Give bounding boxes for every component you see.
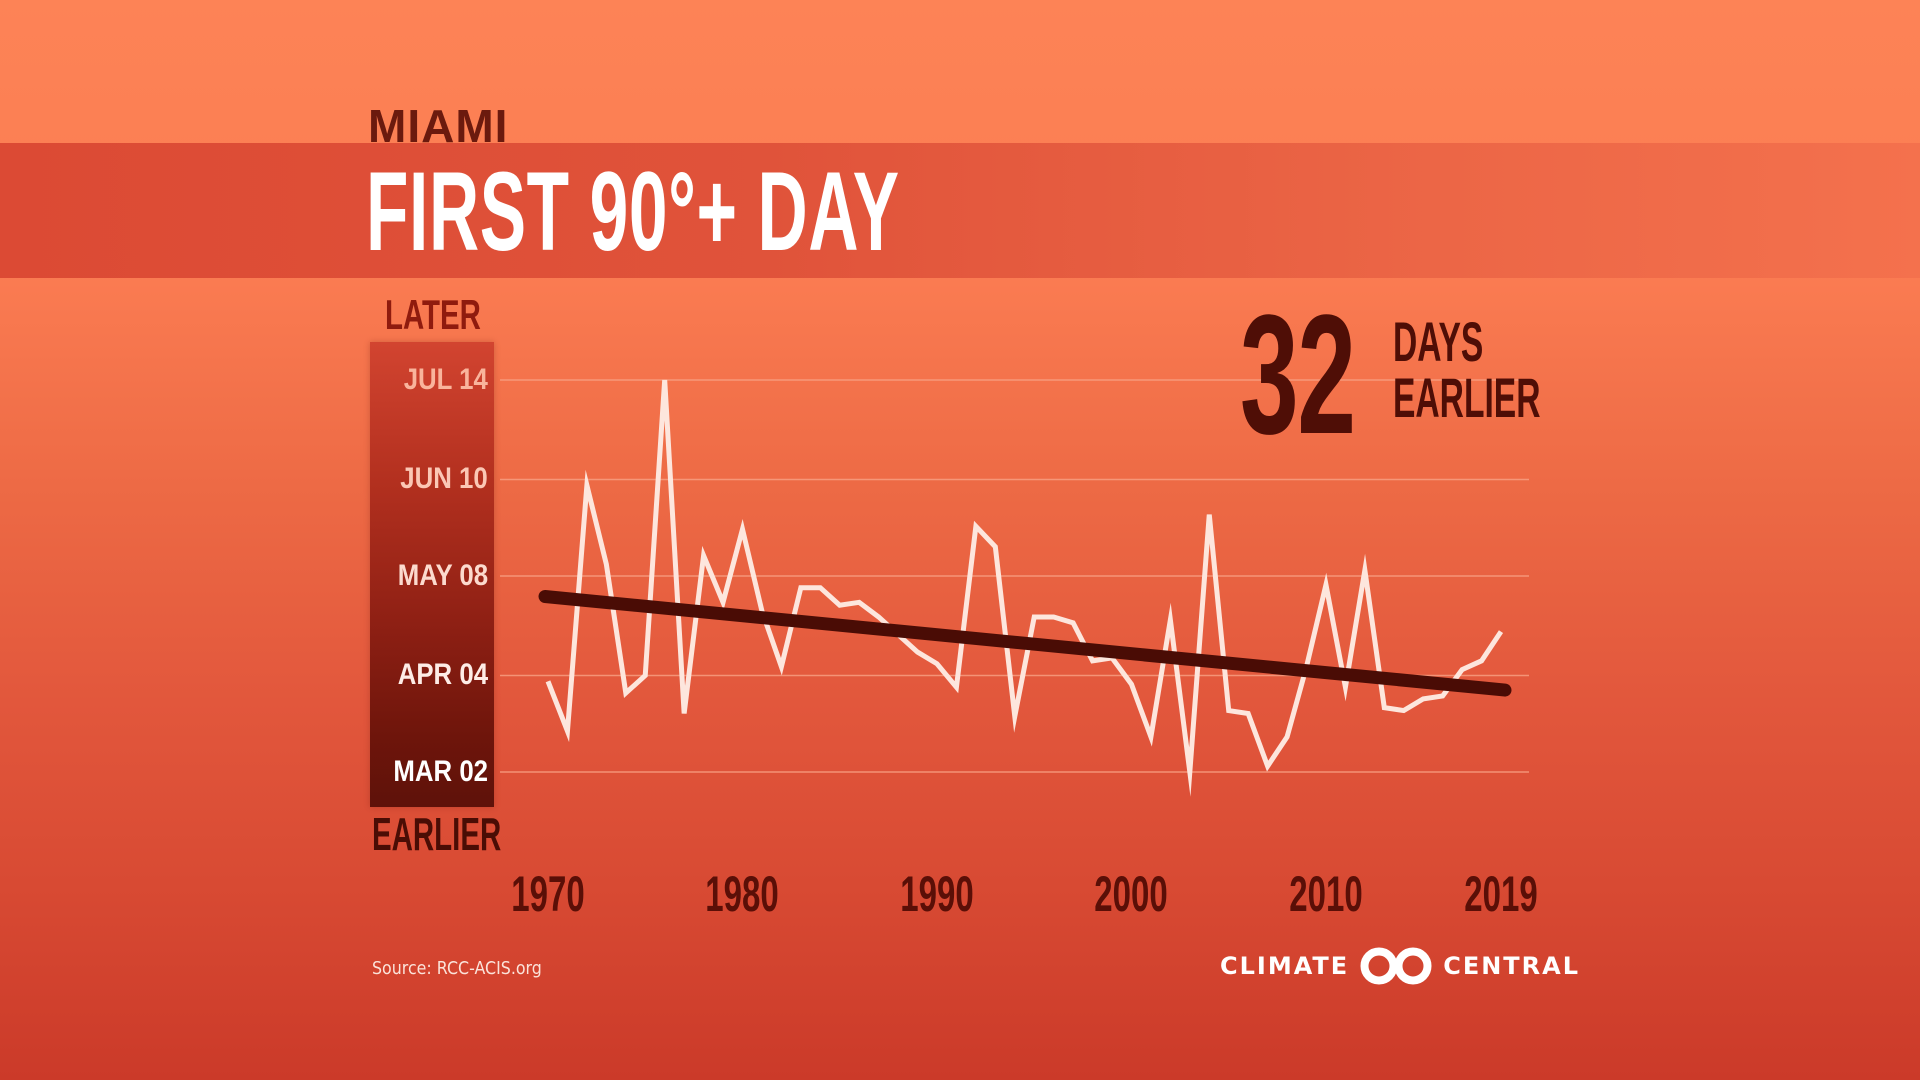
x-tick-label: 1990 <box>900 866 974 922</box>
trend-line <box>538 589 1512 697</box>
y-axis-gradient-bar <box>370 342 494 807</box>
x-tick-label: 1980 <box>705 866 780 922</box>
logo-word-climate: CLIMATE <box>1220 952 1350 980</box>
y-tick-label: APR 04 <box>397 658 488 692</box>
y-tick-label: MAY 08 <box>397 559 488 592</box>
y-axis-later-label: LATER <box>385 291 481 338</box>
x-tick-label: 2000 <box>1094 866 1169 922</box>
highlight-number: 32 <box>1240 280 1356 470</box>
logo-word-central: CENTRAL <box>1443 952 1581 980</box>
highlight-unit: DAYS <box>1393 310 1484 373</box>
title-band <box>0 143 1920 278</box>
trend-series <box>538 589 1512 697</box>
climate-central-logo: CLIMATE CENTRAL <box>1220 946 1580 986</box>
x-tick-label: 1970 <box>511 866 585 922</box>
x-tick-label: 2019 <box>1464 866 1538 922</box>
logo-rings-icon <box>1360 947 1432 985</box>
y-tick-label: MAR 02 <box>393 755 488 788</box>
y-tick-label: JUL 14 <box>403 363 488 396</box>
page-title: FIRST 90°+ DAY <box>366 149 900 274</box>
y-tick-label: JUN 10 <box>400 462 488 496</box>
source-credit: Source: RCC-ACIS.org <box>372 958 542 979</box>
highlight-direction: EARLIER <box>1393 366 1541 429</box>
y-axis-earlier-label: EARLIER <box>372 808 502 860</box>
x-tick-label: 2010 <box>1289 866 1363 922</box>
city-label: MIAMI <box>368 100 509 143</box>
